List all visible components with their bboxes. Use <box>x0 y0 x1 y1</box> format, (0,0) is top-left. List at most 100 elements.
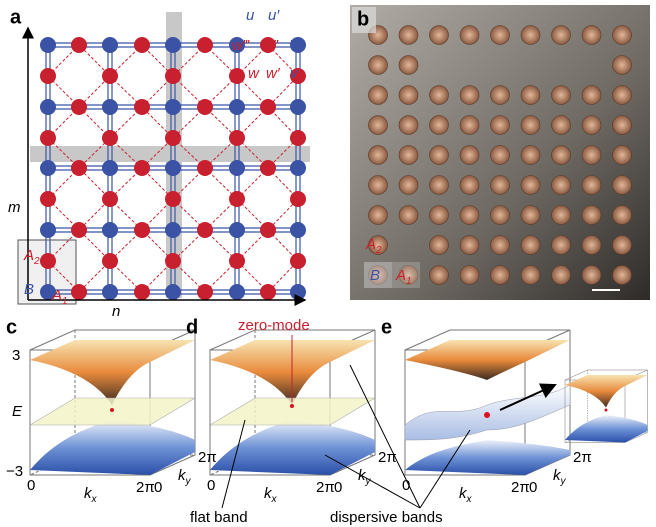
dashed-bond <box>236 167 299 231</box>
resonators <box>368 25 632 285</box>
resonator <box>551 175 571 195</box>
resonator <box>581 235 602 255</box>
annotation: dispersive bands <box>330 509 443 526</box>
resonator <box>551 115 571 135</box>
kx-start: 0 <box>27 477 35 494</box>
dashed-bond <box>172 44 238 108</box>
site-a <box>165 68 181 84</box>
site-label: w″ <box>262 37 279 54</box>
site-b <box>165 160 181 176</box>
panel-label: d <box>186 316 198 338</box>
resonator <box>551 25 571 45</box>
resonator <box>429 85 449 105</box>
site-a <box>71 222 87 238</box>
site-a <box>229 191 245 207</box>
site-b <box>290 222 306 238</box>
resonator <box>429 145 449 165</box>
resonator <box>490 235 510 255</box>
site-a <box>102 191 118 207</box>
ky-start: 0 <box>529 479 537 496</box>
site-b <box>102 99 118 115</box>
resonator <box>551 205 571 225</box>
resonator <box>490 145 510 165</box>
site-a <box>71 284 87 300</box>
resonator <box>612 175 632 195</box>
kx-start: 0 <box>207 477 215 494</box>
site-a <box>260 222 276 238</box>
resonator <box>398 265 419 285</box>
site-a <box>290 130 306 146</box>
resonator <box>429 175 449 195</box>
site-label: w‴ <box>232 37 250 54</box>
annotation-line <box>349 364 421 509</box>
kx-label: kx <box>84 485 98 505</box>
resonator <box>459 265 480 285</box>
resonator <box>520 25 541 45</box>
label-main: k <box>459 485 468 502</box>
label-sub: 1 <box>62 296 68 307</box>
site-a <box>197 99 213 115</box>
resonator <box>551 145 571 165</box>
annotation-line <box>221 419 246 509</box>
site-a <box>229 253 245 269</box>
label-box <box>352 7 376 33</box>
inset <box>564 369 648 443</box>
kx-end: 2π <box>136 479 155 496</box>
site-a <box>197 160 213 176</box>
zero-mode-dot <box>484 412 490 418</box>
resonator <box>612 205 632 225</box>
ky-start: 0 <box>334 479 342 496</box>
dashed-bond <box>109 106 174 169</box>
label-main: A <box>395 267 406 284</box>
site-b <box>229 37 245 53</box>
site-a <box>134 99 150 115</box>
site-a <box>40 130 56 146</box>
resonator <box>612 265 632 285</box>
site-b <box>165 284 181 300</box>
label-sub: x <box>91 494 98 505</box>
resonator <box>368 235 388 255</box>
resonator <box>612 235 632 255</box>
label-main: k <box>264 485 273 502</box>
annotation: zero-mode <box>238 317 310 334</box>
resonator <box>459 145 480 165</box>
resonator <box>581 115 602 135</box>
site-a <box>71 99 87 115</box>
label-sub: x <box>271 494 278 505</box>
resonator <box>520 175 541 195</box>
dashed-bond <box>109 44 174 108</box>
site-a <box>197 222 213 238</box>
k-axes: 02πkx0ky2π02πkx0ky2π02πkx0ky2π <box>27 449 592 505</box>
site-b <box>290 284 306 300</box>
site-a <box>134 160 150 176</box>
dashed-bond <box>172 229 238 293</box>
resonator <box>581 85 602 105</box>
resonator <box>551 85 571 105</box>
site-b <box>102 160 118 176</box>
site-a <box>229 68 245 84</box>
label-main: A <box>51 287 62 304</box>
resonator <box>398 85 419 105</box>
site-a <box>71 37 87 53</box>
resonator <box>398 25 419 45</box>
site-a <box>290 68 306 84</box>
label-sub: x <box>466 494 473 505</box>
label-sub: 2 <box>375 245 382 256</box>
site-a <box>229 130 245 146</box>
panel-label: e <box>381 316 392 338</box>
resonator <box>368 55 388 75</box>
resonator <box>429 115 449 135</box>
site-b <box>40 222 56 238</box>
inset-dot <box>604 408 608 412</box>
resonator <box>581 25 602 45</box>
resonator <box>429 265 449 285</box>
site-a <box>102 130 118 146</box>
site-b <box>229 99 245 115</box>
resonator <box>551 265 571 285</box>
dashed-bond <box>109 167 174 231</box>
resonator <box>429 235 449 255</box>
resonator <box>612 145 632 165</box>
site-a <box>102 68 118 84</box>
sublattice-label: A1 <box>395 267 412 287</box>
